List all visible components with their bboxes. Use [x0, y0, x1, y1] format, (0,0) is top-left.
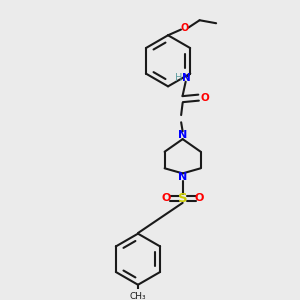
Text: O: O [161, 193, 171, 203]
Text: S: S [178, 192, 188, 205]
Text: H: H [175, 73, 182, 83]
Text: CH₃: CH₃ [130, 292, 146, 300]
Text: N: N [182, 73, 191, 83]
Text: O: O [194, 193, 204, 203]
Text: O: O [201, 93, 210, 103]
Text: N: N [178, 172, 187, 182]
Text: O: O [180, 23, 189, 33]
Text: N: N [178, 130, 187, 140]
